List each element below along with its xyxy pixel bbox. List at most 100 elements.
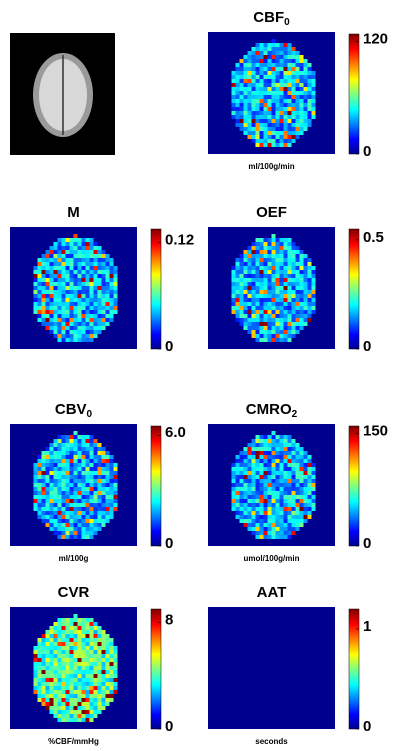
map-pixel xyxy=(109,499,114,503)
map-pixel xyxy=(311,286,316,290)
map-pixel xyxy=(61,483,66,487)
map-pixel xyxy=(235,318,240,322)
map-pixel xyxy=(299,282,304,286)
map-pixel xyxy=(33,682,38,686)
map-pixel xyxy=(259,71,264,75)
map-pixel xyxy=(69,650,74,654)
map-pixel xyxy=(77,330,82,334)
map-pixel xyxy=(101,479,106,483)
map-pixel xyxy=(239,479,244,483)
map-pixel xyxy=(259,479,264,483)
map-pixel xyxy=(97,318,102,322)
map-pixel xyxy=(239,298,244,302)
map-pixel xyxy=(267,63,272,67)
map-pixel xyxy=(57,706,62,710)
map-pixel xyxy=(259,123,264,127)
map-pixel xyxy=(243,99,248,103)
map-pixel xyxy=(295,487,300,491)
map-pixel xyxy=(49,511,54,515)
map-pixel xyxy=(77,666,82,670)
map-pixel xyxy=(45,463,50,467)
map-pixel xyxy=(73,634,78,638)
map-pixel xyxy=(283,63,288,67)
map-pixel xyxy=(275,330,280,334)
map-pixel xyxy=(65,642,70,646)
map-pixel xyxy=(49,491,54,495)
map-pixel xyxy=(263,282,268,286)
map-pixel xyxy=(85,334,90,338)
map-pixel xyxy=(81,698,86,702)
map-pixel xyxy=(97,690,102,694)
map-pixel xyxy=(303,451,308,455)
map-pixel xyxy=(291,495,296,499)
map-pixel xyxy=(65,710,70,714)
map-pixel xyxy=(53,286,58,290)
map-pixel xyxy=(271,131,276,135)
map-pixel xyxy=(73,310,78,314)
map-pixel xyxy=(259,143,264,147)
map-pixel xyxy=(89,634,94,638)
map-pixel xyxy=(259,515,264,519)
map-pixel xyxy=(271,250,276,254)
map-pixel xyxy=(89,326,94,330)
map-pixel xyxy=(259,523,264,527)
map-pixel xyxy=(37,515,42,519)
map-pixel xyxy=(93,499,98,503)
map-pixel xyxy=(57,710,62,714)
map-pixel xyxy=(267,483,272,487)
map-pixel xyxy=(291,503,296,507)
map-pixel xyxy=(239,491,244,495)
map-pixel xyxy=(275,322,280,326)
map-pixel xyxy=(259,258,264,262)
map-pixel xyxy=(109,686,114,690)
map-pixel xyxy=(101,447,106,451)
map-pixel xyxy=(263,515,268,519)
map-pixel xyxy=(49,662,54,666)
map-pixel xyxy=(81,674,86,678)
map-pixel xyxy=(271,270,276,274)
map-pixel xyxy=(247,262,252,266)
map-pixel xyxy=(291,59,296,63)
map-pixel xyxy=(109,698,114,702)
map-pixel xyxy=(53,646,58,650)
map-pixel xyxy=(251,131,256,135)
map-pixel xyxy=(53,443,58,447)
map-pixel xyxy=(251,95,256,99)
map-pixel xyxy=(239,107,244,111)
map-pixel xyxy=(239,286,244,290)
map-pixel xyxy=(255,290,260,294)
map-pixel xyxy=(37,495,42,499)
map-pixel xyxy=(69,678,74,682)
map-background xyxy=(208,607,335,729)
map-pixel xyxy=(243,471,248,475)
map-pixel xyxy=(251,107,256,111)
map-pixel xyxy=(243,491,248,495)
map-pixel xyxy=(303,71,308,75)
map-pixel xyxy=(97,495,102,499)
map-pixel xyxy=(263,79,268,83)
map-pixel xyxy=(279,447,284,451)
map-pixel xyxy=(69,682,74,686)
map-pixel xyxy=(97,658,102,662)
map-pixel xyxy=(283,290,288,294)
map-pixel xyxy=(251,475,256,479)
map-pixel xyxy=(41,487,46,491)
map-pixel xyxy=(271,499,276,503)
map-pixel xyxy=(271,103,276,107)
map-pixel xyxy=(109,487,114,491)
map-pixel xyxy=(239,459,244,463)
map-pixel xyxy=(275,523,280,527)
map-pixel xyxy=(283,495,288,499)
map-pixel xyxy=(57,535,62,539)
map-pixel xyxy=(263,318,268,322)
map-pixel xyxy=(57,455,62,459)
map-pixel xyxy=(69,266,74,270)
map-pixel xyxy=(53,630,58,634)
colorbar xyxy=(348,228,360,350)
map-pixel xyxy=(231,75,236,79)
map-pixel xyxy=(275,87,280,91)
map-pixel xyxy=(263,338,268,342)
map-pixel xyxy=(85,618,90,622)
map-pixel xyxy=(291,286,296,290)
map-pixel xyxy=(231,495,236,499)
